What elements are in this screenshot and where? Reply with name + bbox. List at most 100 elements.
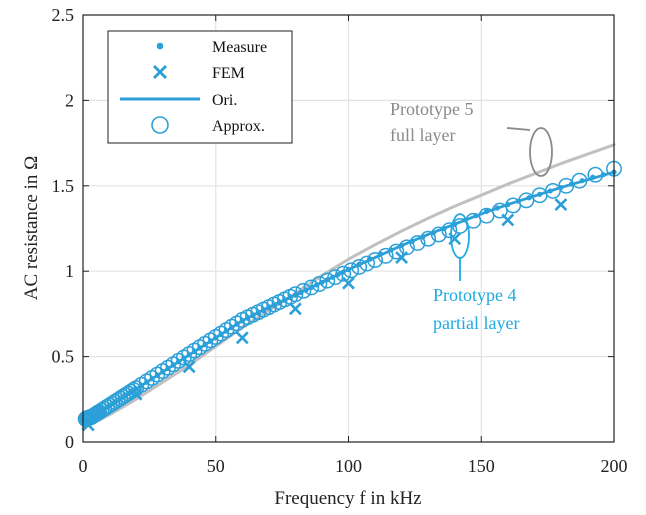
series-measure-point bbox=[218, 331, 224, 337]
series-measure-point bbox=[186, 352, 192, 358]
legend-marker-fem bbox=[153, 65, 167, 79]
series-measure-point bbox=[202, 342, 208, 348]
series-measure-point bbox=[255, 310, 261, 316]
series-measure-point bbox=[154, 372, 160, 378]
series-measure-point bbox=[170, 362, 176, 368]
series-measure-point bbox=[197, 345, 203, 351]
series-measure-point bbox=[112, 400, 118, 406]
fem-cross-stroke bbox=[235, 331, 249, 345]
series-measure-point bbox=[314, 282, 320, 288]
series-measure-point bbox=[600, 172, 606, 178]
fem-cross-stroke bbox=[129, 387, 143, 401]
y-tick-label-5: 2.5 bbox=[52, 5, 75, 25]
series-measure-point bbox=[298, 289, 304, 296]
y-tick-label-1: 0.5 bbox=[52, 347, 75, 367]
legend-label-measure: Measure bbox=[212, 39, 267, 56]
series-measure-point bbox=[96, 410, 102, 416]
fem-cross-stroke bbox=[501, 213, 515, 227]
series-measure-point bbox=[292, 292, 298, 298]
series-measure-point bbox=[175, 359, 182, 365]
series-measure-point bbox=[303, 287, 309, 293]
series-measure-point bbox=[558, 184, 564, 191]
series-measure-point bbox=[287, 295, 293, 301]
series-approx-point bbox=[327, 269, 344, 286]
legend-marker-approx bbox=[151, 116, 169, 134]
series-measure-point bbox=[335, 272, 341, 278]
y-tick-label-4: 2 bbox=[65, 90, 74, 110]
x-tick-label-3: 150 bbox=[468, 456, 495, 476]
legend: Measure FEM Ori. Approx. bbox=[107, 30, 293, 144]
annotation-text-prototype-5-line-2: full layer bbox=[390, 125, 455, 145]
series-approx-point bbox=[571, 172, 588, 189]
series-measure-point bbox=[377, 251, 383, 257]
legend-label-fem: FEM bbox=[212, 65, 245, 82]
fem-cross-stroke bbox=[182, 360, 196, 374]
series-fem-point bbox=[129, 387, 143, 401]
series-approx-point bbox=[295, 282, 312, 299]
series-measure-point bbox=[223, 328, 229, 334]
series-measure-point bbox=[473, 213, 479, 219]
series-measure-point bbox=[483, 208, 490, 215]
series-fem-point bbox=[182, 360, 196, 374]
fem-cross-stroke bbox=[342, 276, 355, 290]
series-measure-point bbox=[515, 198, 522, 204]
annotation-prototype-5: Prototype 5 full layer bbox=[390, 99, 553, 177]
x-tick-label-1: 50 bbox=[207, 456, 225, 476]
series-measure-point bbox=[526, 195, 532, 201]
series-measure-point bbox=[579, 178, 585, 184]
series-fem-point bbox=[342, 276, 355, 290]
series-layer bbox=[77, 143, 622, 432]
series-measure-point bbox=[547, 188, 553, 194]
series-measure-point bbox=[207, 338, 214, 344]
annotation-text-prototype-4-line-2: partial layer bbox=[433, 313, 519, 333]
annotation-ellipse-prototype-5 bbox=[529, 127, 553, 177]
series-measure-point bbox=[329, 274, 336, 280]
series-measure-point bbox=[165, 365, 171, 372]
series-fem-point bbox=[395, 251, 409, 264]
series-approx-point bbox=[311, 276, 328, 292]
y-tick-label-2: 1 bbox=[65, 261, 74, 281]
series-measure-point bbox=[308, 284, 314, 291]
series-measure-point bbox=[133, 386, 139, 392]
series-measure-point bbox=[537, 191, 543, 197]
fem-cross-stroke bbox=[554, 198, 568, 212]
y-axis-label: AC resistance in Ω bbox=[21, 156, 42, 300]
series-measure-point bbox=[266, 305, 272, 311]
series-measure-point bbox=[138, 383, 145, 389]
series-measure-point bbox=[340, 269, 346, 275]
x-tick-label-4: 200 bbox=[601, 456, 628, 476]
series-measure-point bbox=[420, 234, 426, 240]
legend-marker-measure bbox=[156, 42, 164, 50]
series-measure-point bbox=[160, 369, 166, 375]
series-measure-point bbox=[271, 302, 277, 308]
series-fem-point bbox=[288, 302, 302, 316]
annotation-prototype-4: Prototype 4 partial layer bbox=[433, 213, 519, 333]
series-measure-point bbox=[191, 348, 198, 355]
series-measure-point bbox=[101, 406, 107, 413]
series-measure-point bbox=[356, 261, 362, 267]
series-measure-point bbox=[85, 417, 91, 423]
y-tick-label-3: 1.5 bbox=[52, 176, 75, 196]
annotation-text-prototype-5-line-1: Prototype 5 bbox=[390, 99, 474, 119]
series-measure-point bbox=[106, 403, 113, 409]
fem-cross-stroke bbox=[395, 251, 409, 264]
series-measure-point bbox=[250, 313, 256, 319]
series-measure-point bbox=[239, 318, 245, 324]
axis-ticks: 0 50 100 150 200 0 0.5 1 1.5 2 2.5 bbox=[52, 5, 628, 476]
series-measure-point bbox=[234, 321, 240, 327]
series-measure-point bbox=[282, 297, 288, 303]
legend-fem-stroke bbox=[153, 65, 167, 79]
series-prototype-5-line bbox=[81, 143, 616, 430]
series-measure-point bbox=[213, 335, 219, 341]
series-measure-point bbox=[117, 396, 123, 402]
series-fem-point bbox=[554, 198, 568, 212]
x-tick-label-0: 0 bbox=[79, 456, 88, 476]
fem-cross-stroke bbox=[288, 302, 302, 316]
fem-cross-stroke bbox=[81, 418, 95, 432]
legend-label-approx: Approx. bbox=[212, 118, 265, 135]
series-measure-point bbox=[590, 174, 596, 180]
series-measure-point bbox=[122, 393, 129, 399]
annotation-leader-prototype-5 bbox=[506, 127, 531, 131]
series-measure-point bbox=[430, 230, 437, 236]
